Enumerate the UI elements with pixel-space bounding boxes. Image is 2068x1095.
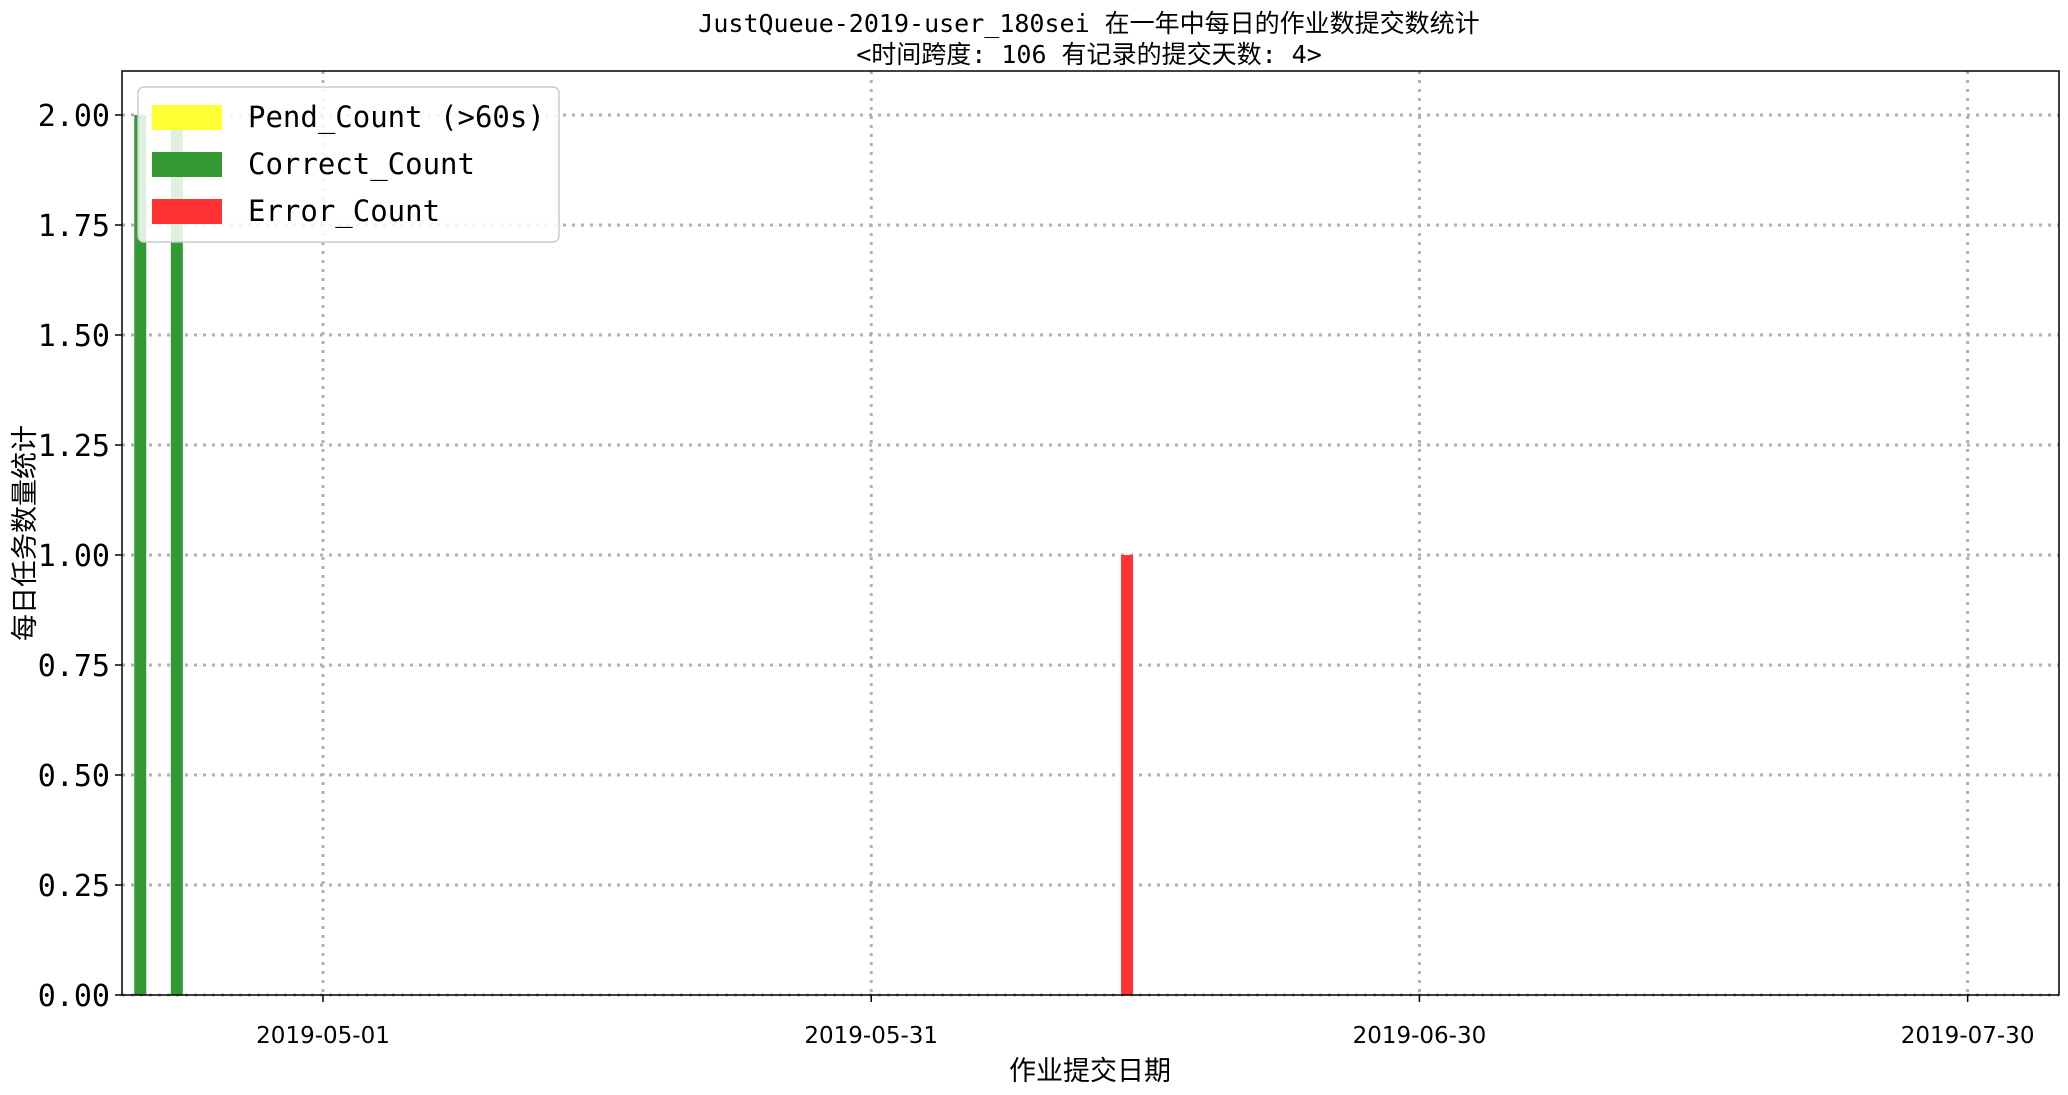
bar-correct-count [134,115,147,995]
y-axis-label: 每日任务数量统计 [10,425,41,641]
legend-swatch [152,152,222,177]
bars [134,115,1134,995]
y-tick-label: 0.25 [38,869,110,904]
legend-box [137,86,560,243]
y-tick-label: 0.75 [38,649,110,684]
y-tick-label: 1.75 [38,209,110,244]
bar-error-count [1121,555,1134,995]
legend-label: Error_Count [248,194,440,229]
legend-label: Correct_Count [248,147,475,182]
y-tick-label: 2.00 [38,99,110,134]
y-tick-label: 1.00 [38,539,110,574]
y-tick-label: 0.50 [38,759,110,794]
legend-label: Pend_Count (>60s) [248,100,545,135]
x-tick-label: 2019-05-31 [804,1023,938,1049]
legend-swatch [152,105,222,130]
bar-correct-count [170,115,183,995]
y-tick-label: 0.00 [38,979,110,1014]
x-tick-label: 2019-06-30 [1353,1023,1487,1049]
x-tick-label: 2019-07-30 [1901,1023,2035,1049]
y-tick-label: 1.50 [38,319,110,354]
y-tick-label: 1.25 [38,429,110,464]
chart-subtitle: <时间跨度: 106 有记录的提交天数: 4> [856,40,1322,69]
y-axis: 0.00 0.25 0.50 0.75 1.00 1.25 1.50 1.75 2.00 [38,99,122,1014]
x-axis-label: 作业提交日期 [1009,1056,1171,1087]
x-tick-label: 2019-05-01 [256,1023,390,1049]
x-axis: 2019-05-01 2019-05-31 2019-06-30 2019-07-30 [256,995,2034,1049]
legend: Pend_Count (>60s) Correct_Count Error_Coun… [137,86,560,243]
legend-swatch [152,199,222,224]
plot-frame [121,70,2060,996]
chart-title: JustQueue-2019-user_180sei 在一年中每日的作业数提交数… [698,9,1479,38]
